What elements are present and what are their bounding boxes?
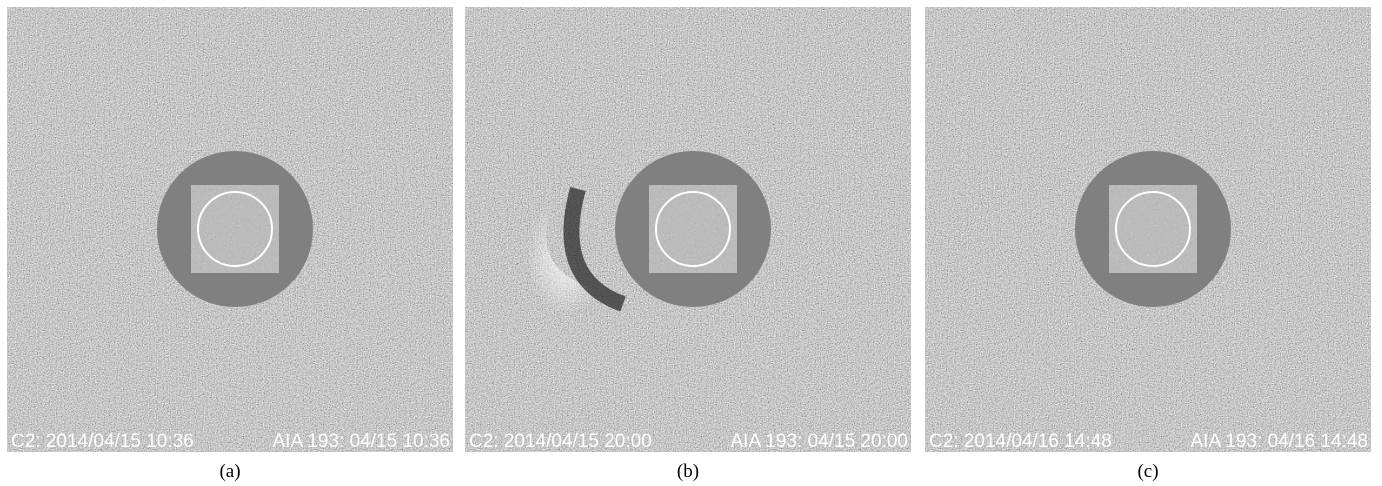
solar-limb: [1115, 191, 1191, 267]
c2-label: C2: 2014/04/15 20:00: [469, 431, 652, 452]
cme-front: [506, 192, 614, 334]
solar-limb: [197, 191, 273, 267]
c2-label: C2: 2014/04/15 10:36: [11, 431, 194, 452]
panel: C2: 2014/04/16 14:48 AIA 193: 04/16 14:48: [925, 7, 1371, 452]
aia-inset: [1109, 185, 1197, 273]
aia-inset: [649, 185, 737, 273]
caption: (a): [219, 461, 240, 482]
cme-dark: [563, 186, 626, 312]
caption: (c): [1137, 461, 1158, 482]
c2-label: C2: 2014/04/16 14:48: [929, 431, 1112, 452]
aia-label: AIA 193: 04/15 10:36: [273, 431, 451, 452]
aia-inset: [191, 185, 279, 273]
panel: C2: 2014/04/15 10:36 AIA 193: 04/15 10:36: [7, 7, 453, 452]
panel: C2: 2014/04/15 20:00 AIA 193: 04/15 20:00: [465, 7, 911, 452]
aia-label: AIA 193: 04/16 14:48: [1191, 431, 1369, 452]
aia-label: AIA 193: 04/15 20:00: [731, 431, 909, 452]
solar-limb: [655, 191, 731, 267]
caption: (b): [677, 461, 699, 482]
